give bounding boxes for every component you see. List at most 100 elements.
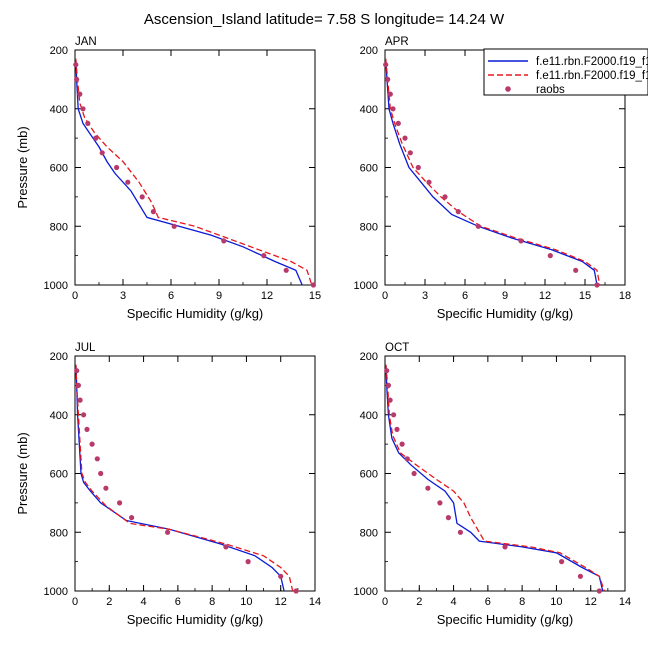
legend-entry-0: f.e11.rbn.F2000.f19_f1: [488, 56, 648, 68]
panel-jul: JUL 0 2 4 6 8 10 12 14 200 400 600 800 1000 Specific H…: [15, 342, 321, 627]
raobs-point: [139, 194, 145, 200]
raobs-point: [93, 135, 99, 141]
raobs-point: [547, 253, 553, 259]
x-axis-label: Specific Humidity (g/kg): [437, 306, 574, 321]
y-tick-label: 200: [360, 351, 378, 363]
y-tick-label: 200: [360, 45, 378, 57]
y-tick-label: 1000: [354, 280, 378, 292]
raobs-point: [385, 76, 391, 82]
panel-jan: JAN 0 3 6 9 12 15 200 400 600 800 1000 Specific Humi…: [15, 36, 321, 321]
raobs-point: [150, 209, 156, 215]
series-line-dashed: [75, 364, 294, 592]
x-axis-label: Specific Humidity (g/kg): [127, 612, 264, 627]
legend-label-1: f.e11.rbn.F2000.f19_f1: [536, 70, 648, 82]
x-tick-label: 0: [382, 290, 388, 302]
raobs-point: [80, 106, 86, 112]
x-tick-label: 0: [72, 290, 78, 302]
y-tick-label: 400: [360, 104, 378, 116]
raobs-point: [125, 179, 131, 185]
x-tick-label: 3: [120, 290, 126, 302]
raobs-point: [426, 179, 432, 185]
raobs-point: [75, 382, 81, 388]
legend-label-0: f.e11.rbn.F2000.f19_f1: [536, 56, 648, 68]
raobs-point: [74, 76, 80, 82]
series-line-solid: [385, 364, 604, 592]
x-axis-label: Specific Humidity (g/kg): [127, 306, 264, 321]
x-tick-label: 14: [619, 596, 631, 608]
x-tick-label: 10: [240, 596, 252, 608]
y-tick-label: 1000: [44, 586, 68, 598]
panel-title: OCT: [385, 342, 409, 354]
y-tick-label: 400: [360, 410, 378, 422]
raobs-point: [77, 91, 83, 97]
plot-frame: [74, 355, 316, 592]
raobs-point: [395, 120, 401, 126]
raobs-point: [99, 150, 105, 156]
y-tick-label: 1000: [44, 280, 68, 292]
raobs-point: [223, 544, 229, 550]
series-line-dashed: [385, 58, 601, 286]
y-tick-label: 400: [50, 410, 68, 422]
raobs-point: [261, 253, 267, 259]
raobs-point: [518, 238, 524, 244]
x-tick-label: 12: [261, 290, 273, 302]
y-tick-label: 600: [50, 469, 68, 481]
raobs-point: [455, 209, 461, 215]
legend-swatch-marker: [505, 86, 511, 92]
x-tick-label: 4: [451, 596, 457, 608]
panel-oct: OCT 0 2 4 6 8 10 12 14 200 400 600 800 1000 Specific H…: [354, 342, 632, 627]
x-tick-label: 12: [585, 596, 597, 608]
series-line-dashed: [385, 364, 606, 592]
x-tick-label: 9: [502, 290, 508, 302]
y-tick-label: 200: [50, 351, 68, 363]
y-tick-label: 600: [360, 163, 378, 175]
y-tick-label: 800: [360, 527, 378, 539]
y-tick-label: 1000: [354, 586, 378, 598]
raobs-point: [407, 150, 413, 156]
legend-entry-1: f.e11.rbn.F2000.f19_f1: [488, 70, 648, 82]
raobs-point: [384, 368, 390, 374]
panel-title: JUL: [75, 342, 96, 354]
raobs-point: [103, 485, 109, 491]
series-line-solid: [385, 58, 598, 286]
raobs-point: [387, 91, 393, 97]
raobs-point: [404, 456, 410, 462]
raobs-point: [387, 397, 393, 403]
panel-apr: APR 0 3 6 9 12 15 18 200 400 600 800 1000 Specific Hu…: [354, 36, 632, 321]
y-axis-label: Pressure (mb): [15, 432, 30, 514]
x-tick-label: 9: [216, 290, 222, 302]
raobs-point: [129, 515, 135, 521]
raobs-point: [385, 382, 391, 388]
x-tick-label: 12: [275, 596, 287, 608]
raobs-point: [74, 368, 80, 374]
x-tick-label: 6: [462, 290, 468, 302]
legend-entry-2: raobs: [505, 84, 565, 96]
legend-label-2: raobs: [536, 84, 565, 96]
raobs-point: [445, 515, 451, 521]
x-tick-label: 8: [209, 596, 215, 608]
raobs-point: [77, 397, 83, 403]
y-tick-label: 800: [50, 221, 68, 233]
x-tick-label: 4: [141, 596, 147, 608]
x-tick-label: 0: [382, 596, 388, 608]
y-tick-label: 400: [50, 104, 68, 116]
y-tick-label: 800: [50, 527, 68, 539]
raobs-point: [411, 470, 417, 477]
x-tick-label: 6: [485, 596, 491, 608]
raobs-point: [577, 573, 584, 579]
x-tick-label: 2: [416, 596, 422, 608]
x-tick-label: 15: [579, 290, 591, 302]
x-tick-label: 2: [106, 596, 112, 608]
raobs-point: [73, 62, 79, 68]
raobs-point: [84, 426, 90, 432]
raobs-point: [114, 164, 120, 171]
raobs-point: [117, 500, 123, 506]
raobs-point: [457, 529, 463, 535]
x-axis-label: Specific Humidity (g/kg): [437, 612, 574, 627]
x-tick-label: 15: [309, 290, 321, 302]
raobs-point: [98, 470, 104, 477]
x-tick-label: 14: [309, 596, 321, 608]
raobs-point: [81, 412, 87, 418]
